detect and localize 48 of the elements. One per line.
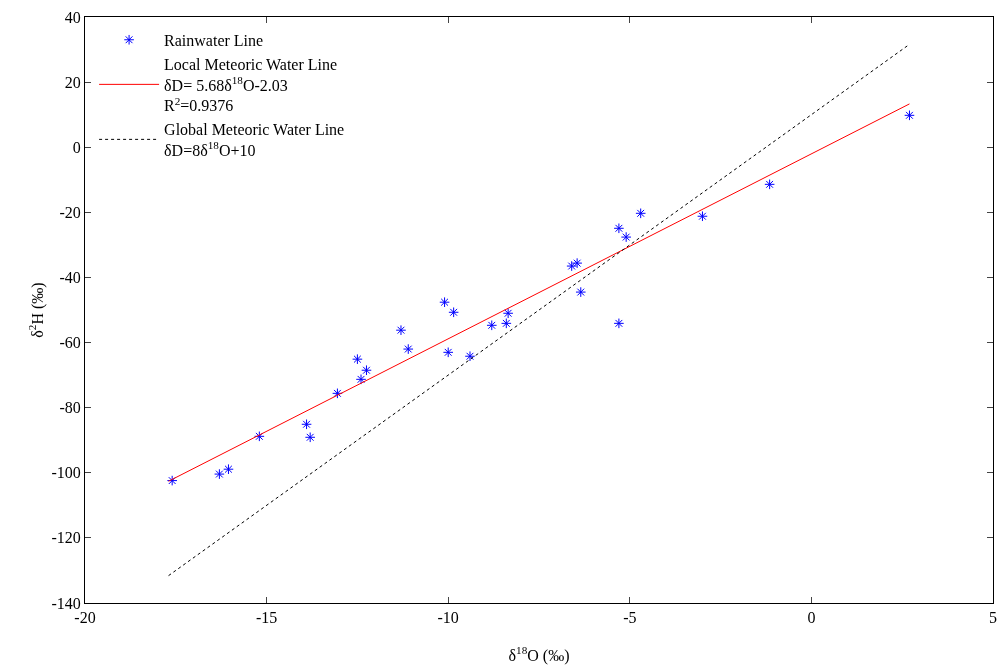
x-tick-label: 0	[807, 609, 816, 627]
y-tick-label: -80	[59, 399, 81, 417]
text: Local Meteoric Water Line δD= 5.68δ$^{18}$O-2.03 R$^{2}$=0.9376	[164, 55, 338, 115]
y-tick-label: -120	[51, 529, 81, 547]
point	[571, 257, 583, 269]
point	[486, 320, 498, 331]
y-tick-label: -140	[51, 594, 81, 612]
point	[502, 307, 514, 319]
point	[764, 179, 775, 190]
point	[166, 475, 178, 486]
point	[254, 431, 265, 442]
point	[439, 296, 450, 308]
y-tick-label: 0	[72, 138, 81, 156]
point	[501, 318, 512, 329]
point	[620, 231, 632, 243]
y-tick-label: 20	[64, 73, 81, 91]
point	[395, 324, 407, 336]
x-tick-label: -15	[255, 609, 278, 627]
y-tick-label: -100	[51, 464, 81, 482]
point	[355, 374, 367, 385]
point	[613, 222, 625, 234]
point	[575, 286, 587, 298]
point	[332, 388, 343, 399]
point	[464, 350, 476, 362]
y-tick-label: -60	[59, 334, 81, 352]
y-tick-label: -40	[59, 269, 81, 287]
point	[301, 418, 312, 430]
point	[304, 431, 316, 443]
x-tick-label: -5	[623, 609, 637, 627]
point	[214, 468, 225, 480]
point	[448, 306, 459, 318]
point	[442, 347, 454, 358]
point	[402, 343, 414, 355]
point	[566, 260, 577, 272]
y-tick-label: -20	[59, 203, 81, 221]
point	[352, 353, 363, 365]
point	[361, 364, 372, 376]
x-axis-title: δ$^{18}$O (‰)	[508, 644, 570, 665]
legend-label: Rainwater Line	[164, 32, 264, 49]
point	[223, 463, 234, 475]
x-tick-label: 5	[989, 609, 997, 627]
point	[613, 318, 625, 329]
y-tick-label: 40	[64, 8, 81, 26]
point	[904, 110, 915, 121]
point	[697, 210, 708, 222]
point	[635, 208, 646, 219]
legend-label: Global Meteoric Water Line δD=8δ$^{18}$O+10	[164, 121, 345, 159]
x-tick-label: -10	[437, 609, 459, 627]
